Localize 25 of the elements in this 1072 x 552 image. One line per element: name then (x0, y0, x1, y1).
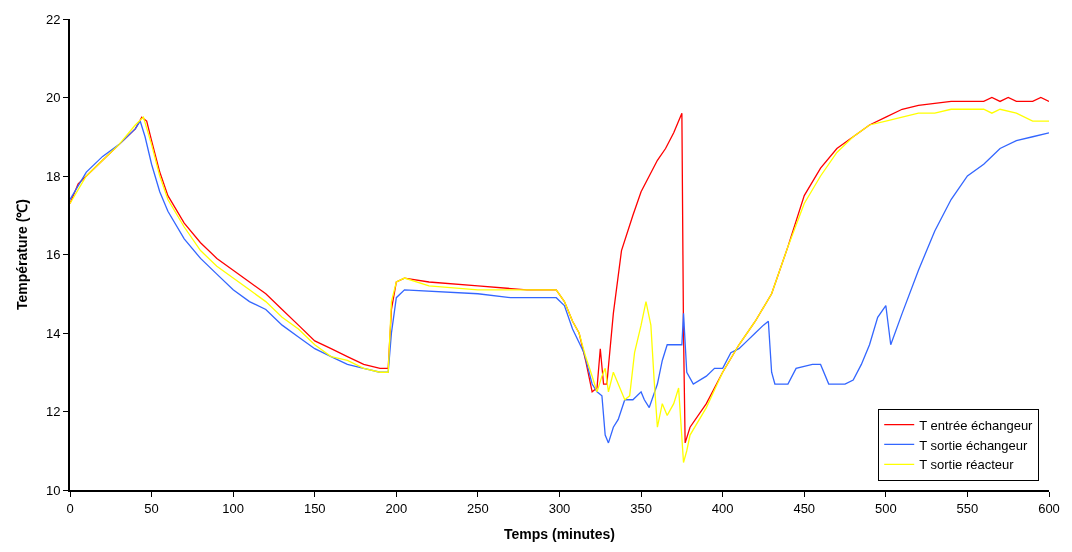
y-tick-label: 22 (45, 11, 61, 27)
y-tick-label: 14 (45, 325, 61, 341)
x-tick-label: 400 (711, 500, 734, 516)
x-tick-label: 100 (222, 500, 245, 516)
x-tick-label: 200 (385, 500, 408, 516)
x-tick-label: 350 (630, 500, 652, 516)
x-tick-label: 500 (874, 500, 897, 516)
x-tick-label: 600 (1038, 500, 1060, 516)
legend-label: T entrée échangeur (919, 417, 1034, 433)
legend-label: T sortie réacteur (919, 457, 1015, 473)
x-tick-label: 0 (66, 500, 74, 516)
x-tick-label: 150 (303, 500, 326, 516)
x-tick-label: 450 (793, 500, 816, 516)
x-tick-label: 250 (467, 500, 489, 516)
y-tick-label: 12 (45, 404, 61, 420)
y-tick-label: 16 (45, 247, 61, 263)
legend-label: T sortie échangeur (919, 437, 1029, 453)
x-tick-label: 300 (548, 500, 571, 516)
x-tick-label: 50 (144, 500, 159, 516)
y-tick-label: 10 (45, 482, 61, 498)
y-tick-label: 18 (45, 168, 61, 184)
y-axis-title: Température (℃) (14, 199, 31, 310)
x-tick-label: 550 (956, 500, 979, 516)
x-axis-title: Temps (minutes) (504, 526, 615, 543)
y-tick-label: 20 (45, 90, 61, 106)
